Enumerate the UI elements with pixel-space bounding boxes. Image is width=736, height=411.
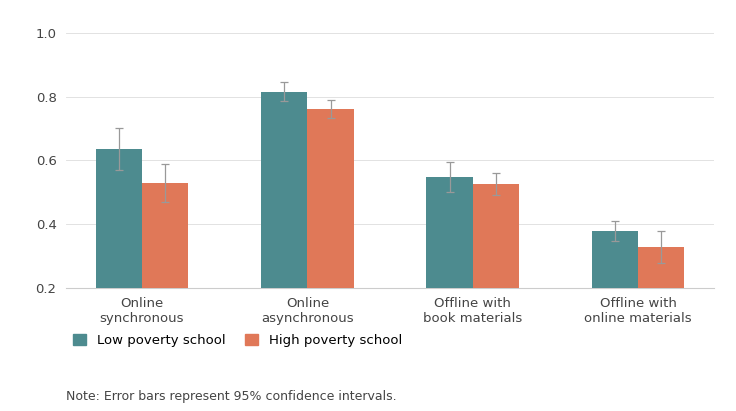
Bar <box>426 177 473 351</box>
Bar <box>638 247 684 351</box>
Bar <box>142 183 188 351</box>
Bar <box>261 92 308 351</box>
Bar <box>473 184 519 351</box>
Bar <box>592 231 638 351</box>
Legend: Low poverty school, High poverty school: Low poverty school, High poverty school <box>73 334 402 347</box>
Text: Note: Error bars represent 95% confidence intervals.: Note: Error bars represent 95% confidenc… <box>66 390 397 403</box>
Bar <box>308 109 354 351</box>
Bar <box>96 149 142 351</box>
